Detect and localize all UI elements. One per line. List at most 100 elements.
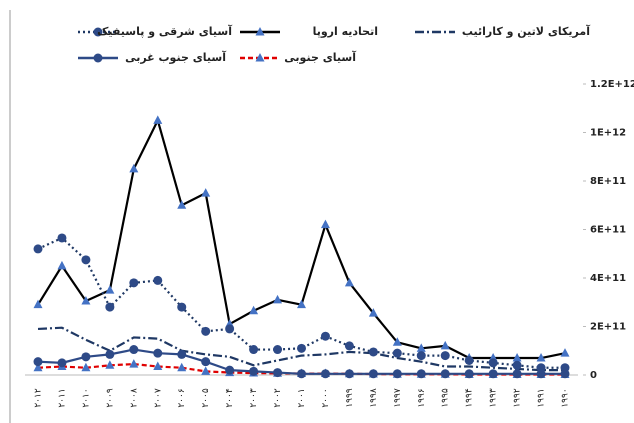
y-tick-label: 1E+12 — [590, 128, 626, 139]
x-tick-label: ۲۰۰۸ — [129, 388, 139, 408]
y-tick-label: 2E+11 — [590, 322, 626, 333]
marker — [320, 369, 330, 379]
marker — [440, 369, 450, 379]
marker — [512, 369, 522, 379]
marker — [177, 362, 187, 372]
marker — [81, 296, 91, 305]
marker — [440, 351, 450, 361]
marker — [344, 341, 354, 351]
x-tick-label: ۲۰۰۹ — [105, 388, 115, 408]
marker — [81, 362, 91, 372]
marker — [105, 285, 115, 294]
x-tick-label: ۱۹۹۷ — [393, 388, 403, 408]
x-tick-label: ۱۹۹۲ — [513, 388, 523, 408]
marker — [560, 348, 570, 357]
marker — [297, 343, 306, 353]
marker — [153, 348, 163, 358]
marker — [153, 275, 163, 285]
marker — [201, 366, 211, 375]
x-tick-label: ۲۰۰۳ — [249, 388, 259, 408]
marker — [273, 294, 283, 304]
marker — [33, 299, 43, 309]
x-tick-label: ۱۹۹۴ — [465, 388, 475, 408]
marker — [57, 233, 67, 243]
marker — [320, 219, 330, 229]
x-tick-label: ۲۰۱۲ — [34, 388, 44, 408]
marker — [105, 360, 115, 369]
marker — [368, 308, 378, 317]
marker — [440, 340, 450, 350]
marker — [225, 324, 235, 334]
y-tick-label: 0 — [590, 370, 597, 381]
x-tick-label: ۱۹۹۸ — [369, 388, 379, 408]
marker — [33, 357, 43, 367]
marker — [488, 369, 498, 379]
series-line — [37, 119, 566, 360]
legend-marker — [255, 27, 265, 36]
y-tick-label: 6E+11 — [590, 225, 626, 236]
x-tick-label: ۲۰۰۱ — [297, 388, 307, 407]
x-tick-label: ۲۰۰۴ — [225, 388, 235, 408]
marker — [249, 305, 259, 315]
marker — [129, 345, 139, 355]
marker — [488, 358, 498, 368]
marker — [33, 362, 43, 372]
marker — [297, 299, 306, 309]
x-tick-label: ۱۹۹۹ — [345, 388, 355, 408]
marker — [416, 351, 426, 361]
series-line — [37, 236, 565, 369]
marker — [129, 278, 139, 288]
marker — [416, 343, 426, 352]
marker — [153, 115, 163, 124]
marker — [153, 361, 163, 371]
legend-label: آسیای جنوبی — [284, 50, 356, 64]
series-line — [37, 326, 565, 372]
x-tick-label: ۲۰۱۰ — [81, 388, 91, 407]
marker — [249, 366, 259, 376]
marker — [344, 369, 354, 379]
marker — [392, 369, 402, 379]
marker — [320, 331, 330, 341]
marker — [225, 365, 235, 375]
marker — [57, 260, 67, 270]
marker — [81, 352, 91, 362]
marker — [129, 359, 139, 368]
y-tick-label: 8E+11 — [590, 176, 626, 187]
marker — [177, 349, 187, 359]
marker — [368, 347, 378, 357]
marker — [344, 277, 354, 287]
x-tick-label: ۲۰۰۶ — [177, 388, 187, 408]
y-tick-label: 4E+11 — [590, 273, 626, 284]
marker — [464, 355, 474, 365]
marker — [512, 360, 522, 370]
x-tick-label: ۲۰۰۰ — [321, 388, 331, 407]
marker — [201, 188, 211, 197]
legend-marker — [93, 53, 103, 63]
marker — [273, 368, 283, 378]
legend-label: آمریکای لاتین و کارائیب — [462, 24, 590, 38]
x-tick-label: ۱۹۹۰ — [561, 388, 571, 407]
x-tick-label: ۱۹۹۳ — [489, 388, 499, 408]
x-tick-label: ۲۰۰۲ — [273, 388, 283, 408]
marker — [512, 353, 522, 362]
marker — [464, 369, 474, 379]
marker — [392, 348, 402, 358]
legend-marker — [93, 27, 103, 37]
legend-label: آسیای شرقی و پاسیفیک — [97, 24, 232, 38]
x-tick-label: ۲۰۰۷ — [153, 388, 163, 408]
marker — [201, 326, 211, 336]
marker — [201, 357, 211, 367]
marker — [249, 345, 259, 355]
y-tick-label: 1.2E+12 — [590, 79, 634, 90]
x-tick-label: ۱۹۹۵ — [441, 388, 451, 408]
marker — [368, 369, 378, 379]
marker — [536, 369, 546, 379]
marker — [177, 200, 187, 209]
legend-label: اتحادیه اروپا — [313, 25, 378, 38]
marker — [177, 302, 187, 312]
marker — [297, 369, 306, 379]
x-tick-label: ۱۹۹۶ — [417, 388, 427, 408]
marker — [81, 255, 91, 265]
marker — [105, 349, 115, 359]
marker — [560, 369, 570, 379]
